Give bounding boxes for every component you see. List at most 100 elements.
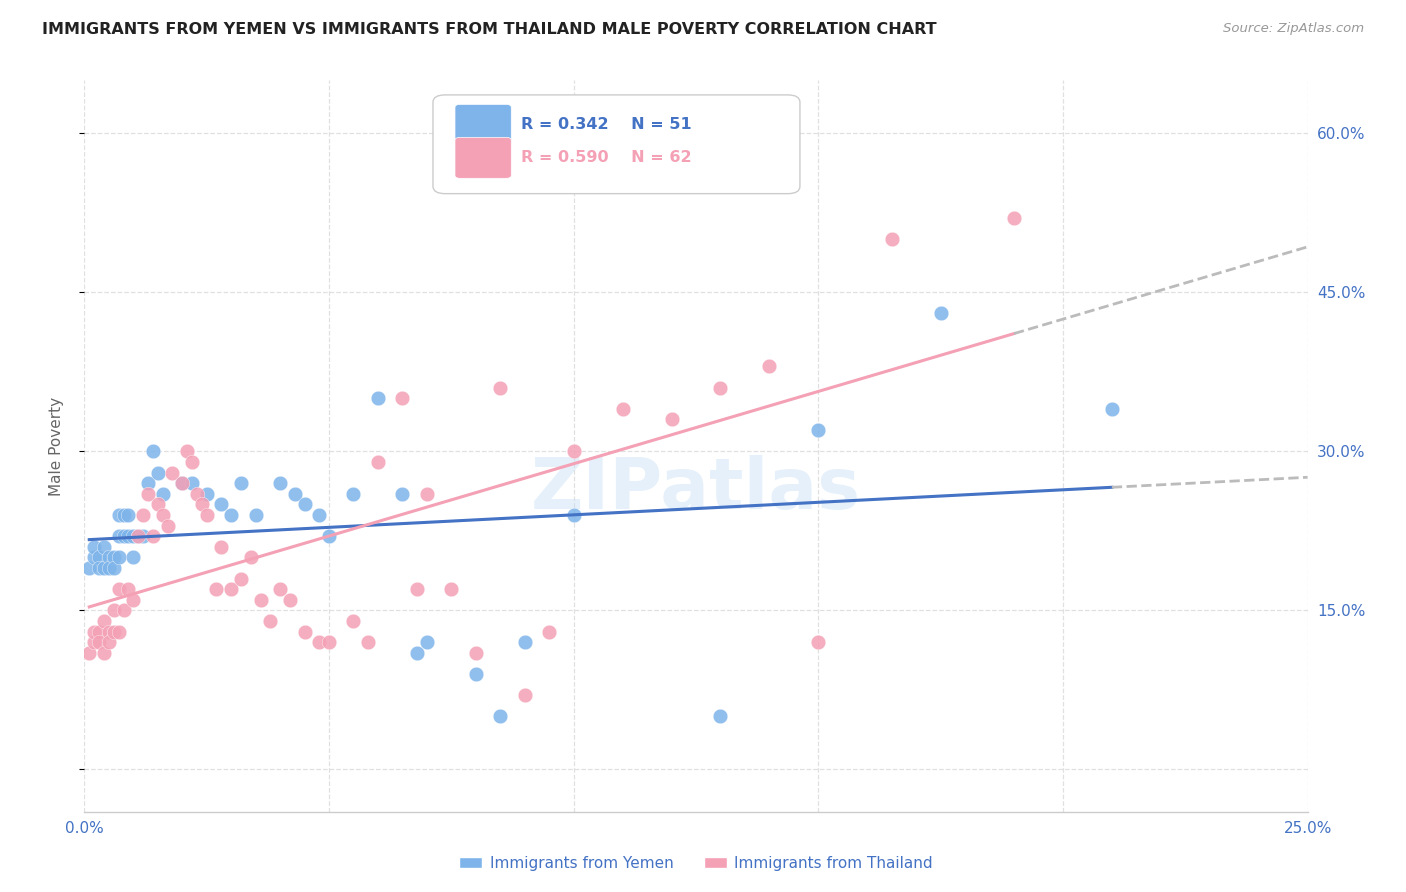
Point — [112, 508, 135, 522]
Point — [103, 624, 125, 639]
Point — [661, 412, 683, 426]
Point — [562, 508, 585, 522]
Point — [172, 476, 194, 491]
Point — [464, 646, 486, 660]
Text: R = 0.590    N = 62: R = 0.590 N = 62 — [522, 151, 692, 165]
Point — [93, 540, 115, 554]
Point — [87, 624, 110, 639]
Point — [367, 455, 389, 469]
Point — [103, 561, 125, 575]
Point — [142, 529, 165, 543]
Point — [112, 603, 135, 617]
Point — [181, 476, 204, 491]
Point — [107, 529, 129, 543]
FancyBboxPatch shape — [456, 104, 512, 145]
Text: IMMIGRANTS FROM YEMEN VS IMMIGRANTS FROM THAILAND MALE POVERTY CORRELATION CHART: IMMIGRANTS FROM YEMEN VS IMMIGRANTS FROM… — [42, 22, 936, 37]
Point — [229, 476, 252, 491]
Point — [709, 381, 731, 395]
Text: Source: ZipAtlas.com: Source: ZipAtlas.com — [1223, 22, 1364, 36]
Point — [318, 635, 340, 649]
Point — [122, 550, 145, 565]
Point — [132, 508, 155, 522]
Point — [172, 476, 194, 491]
Point — [162, 466, 184, 480]
Point — [489, 709, 512, 723]
Point — [308, 635, 330, 649]
Point — [278, 592, 301, 607]
Point — [391, 392, 413, 406]
Point — [489, 381, 512, 395]
Point — [146, 497, 169, 511]
Point — [416, 486, 439, 500]
Point — [1101, 401, 1123, 416]
Legend: Immigrants from Yemen, Immigrants from Thailand: Immigrants from Yemen, Immigrants from T… — [453, 850, 939, 877]
Point — [103, 603, 125, 617]
Point — [416, 635, 439, 649]
Point — [122, 592, 145, 607]
Point — [284, 486, 307, 500]
Point — [245, 508, 267, 522]
Point — [367, 392, 389, 406]
Point — [87, 550, 110, 565]
Point — [152, 486, 174, 500]
Point — [294, 497, 316, 511]
Point — [87, 561, 110, 575]
Point — [391, 486, 413, 500]
Point — [342, 614, 364, 628]
Point — [342, 486, 364, 500]
Point — [122, 529, 145, 543]
Point — [77, 646, 100, 660]
Point — [195, 508, 218, 522]
Point — [176, 444, 198, 458]
Point — [87, 635, 110, 649]
Point — [97, 635, 120, 649]
Point — [807, 635, 830, 649]
Point — [107, 582, 129, 596]
Point — [142, 444, 165, 458]
Point — [93, 614, 115, 628]
FancyBboxPatch shape — [433, 95, 800, 194]
Point — [294, 624, 316, 639]
Point — [406, 582, 429, 596]
Point — [83, 550, 105, 565]
Point — [107, 624, 129, 639]
Point — [440, 582, 463, 596]
Point — [929, 306, 952, 320]
Point — [758, 359, 780, 374]
Point — [513, 688, 536, 702]
Point — [318, 529, 340, 543]
Point — [152, 508, 174, 522]
Point — [103, 550, 125, 565]
Text: R = 0.342    N = 51: R = 0.342 N = 51 — [522, 118, 692, 132]
Point — [406, 646, 429, 660]
Point — [83, 635, 105, 649]
Point — [186, 486, 208, 500]
Point — [117, 508, 139, 522]
Point — [127, 529, 149, 543]
Point — [239, 550, 262, 565]
FancyBboxPatch shape — [456, 137, 512, 178]
Point — [117, 529, 139, 543]
Point — [181, 455, 204, 469]
Point — [269, 582, 291, 596]
Point — [132, 529, 155, 543]
Point — [249, 592, 271, 607]
Point — [107, 550, 129, 565]
Point — [209, 540, 232, 554]
Point — [107, 508, 129, 522]
Point — [83, 540, 105, 554]
Point — [146, 466, 169, 480]
Point — [636, 158, 658, 172]
Point — [1002, 211, 1025, 225]
Point — [209, 497, 232, 511]
Point — [205, 582, 228, 596]
Point — [513, 635, 536, 649]
Point — [219, 508, 242, 522]
Point — [112, 529, 135, 543]
Point — [93, 561, 115, 575]
Text: ZIPatlas: ZIPatlas — [531, 456, 860, 524]
Point — [117, 582, 139, 596]
Point — [219, 582, 242, 596]
Point — [357, 635, 380, 649]
Point — [127, 529, 149, 543]
